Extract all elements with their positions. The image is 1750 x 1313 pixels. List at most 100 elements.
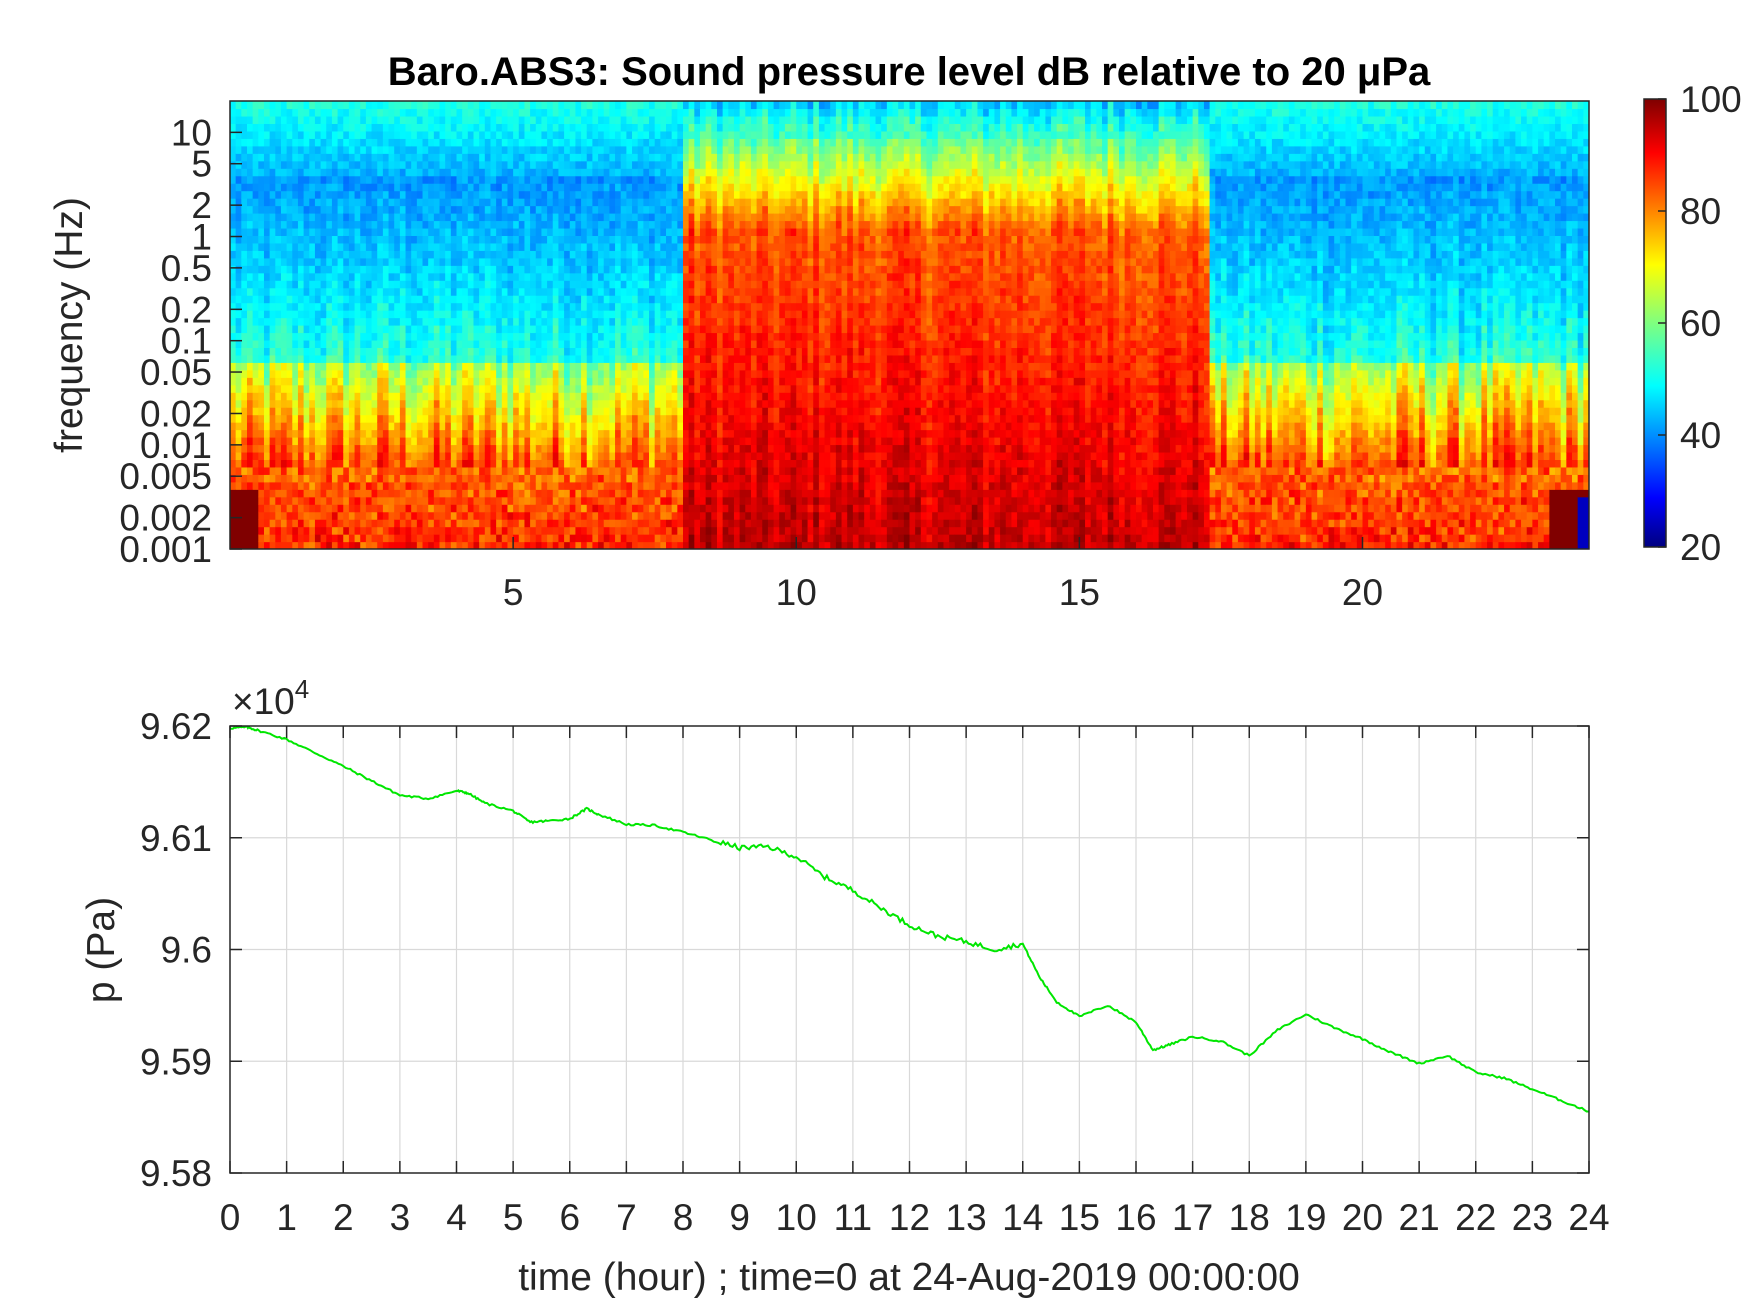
heatmap-cell: [286, 183, 293, 192]
heatmap-cell: [303, 422, 310, 431]
heatmap-cell: [598, 511, 605, 520]
heatmap-cell: [501, 414, 509, 423]
heatmap-cell: [241, 429, 248, 438]
heatmap-cell: [399, 369, 407, 378]
heatmap-cell: [433, 534, 441, 543]
heatmap-cell: [433, 339, 441, 348]
heatmap-cell: [416, 474, 424, 483]
heatmap-cell: [433, 541, 441, 549]
heatmap-cell: [649, 235, 656, 244]
heatmap-cell: [399, 489, 407, 498]
heatmap-cell: [354, 213, 361, 222]
heatmap-cell: [598, 541, 605, 549]
heatmap-cell: [388, 101, 395, 110]
heatmap-cell: [660, 474, 667, 483]
heatmap-cell: [496, 489, 503, 498]
heatmap-cell: [354, 123, 361, 132]
heatmap-cell: [564, 242, 571, 251]
heatmap-cell: [450, 489, 458, 498]
heatmap-cell: [360, 422, 367, 431]
heatmap-cell: [275, 384, 282, 393]
heatmap-cell: [286, 459, 293, 468]
heatmap-cell: [241, 325, 248, 334]
heatmap-cell: [258, 526, 265, 535]
heatmap-cell: [235, 399, 242, 408]
heatmap-cell: [518, 175, 526, 184]
heatmap-cell: [603, 295, 610, 304]
heatmap-cell: [303, 437, 310, 446]
heatmap-cell: [677, 377, 684, 386]
heatmap-cell: [513, 414, 520, 423]
heatmap-cell: [501, 250, 509, 259]
heatmap-cell: [456, 377, 463, 386]
heatmap-cell: [292, 190, 299, 199]
heatmap-cell: [530, 399, 537, 408]
heatmap-cell: [292, 205, 299, 214]
heatmap-cell: [479, 168, 486, 177]
heatmap-cell: [309, 429, 316, 438]
heatmap-cell: [677, 265, 684, 274]
heatmap-cell: [558, 213, 565, 222]
heatmap-cell: [320, 534, 327, 543]
heatmap-cell: [490, 384, 497, 393]
heatmap-cell: [292, 101, 299, 110]
heatmap-cell: [467, 466, 475, 475]
heatmap-cell: [365, 407, 373, 416]
heatmap-cell: [666, 108, 673, 117]
heatmap-cell: [246, 511, 254, 520]
heatmap-cell: [314, 519, 322, 528]
heatmap-cell: [473, 504, 480, 513]
heatmap-cell: [490, 392, 497, 401]
heatmap-cell: [569, 541, 577, 549]
heatmap-cell: [422, 205, 429, 214]
heatmap-cell: [303, 130, 310, 139]
heatmap-cell: [581, 392, 588, 401]
heatmap-cell: [263, 519, 271, 528]
heatmap-cell: [450, 369, 458, 378]
heatmap-cell: [660, 534, 667, 543]
heatmap-cell: [501, 198, 509, 207]
heatmap-cell: [637, 250, 644, 259]
heatmap-cell: [694, 541, 701, 549]
heatmap-cell: [581, 429, 588, 438]
heatmap-cell: [592, 526, 599, 535]
heatmap-cell: [626, 399, 633, 408]
heatmap-cell: [501, 138, 509, 147]
heatmap-cell: [314, 101, 322, 110]
heatmap-cell: [626, 414, 633, 423]
heatmap-cell: [246, 280, 254, 289]
heatmap-cell: [564, 325, 571, 334]
heatmap-cell: [309, 347, 316, 356]
heatmap-cell: [337, 280, 344, 289]
heatmap-cell: [405, 407, 412, 416]
heatmap-cell: [547, 541, 554, 549]
heatmap-cell: [439, 280, 446, 289]
heatmap-cell: [246, 101, 254, 110]
heatmap-cell: [518, 287, 526, 296]
heatmap-cell: [699, 504, 707, 513]
heatmap-cell: [473, 213, 480, 222]
heatmap-cell: [581, 399, 588, 408]
heatmap-cell: [343, 347, 350, 356]
heatmap-cell: [411, 302, 418, 311]
heatmap-cell: [405, 339, 412, 348]
heatmap-cell: [569, 108, 577, 117]
heatmap-cell: [513, 183, 520, 192]
heatmap-cell: [569, 377, 577, 386]
heatmap-cell: [399, 175, 407, 184]
heatmap-cell: [450, 175, 458, 184]
heatmap-cell: [269, 265, 276, 274]
heatmap-cell: [666, 310, 673, 319]
heatmap-cell: [377, 257, 384, 266]
heatmap-cell: [411, 183, 418, 192]
heatmap-cell: [462, 526, 469, 535]
heatmap-cell: [456, 227, 463, 236]
heatmap-cell: [405, 145, 412, 154]
heatmap-cell: [416, 466, 424, 475]
heatmap-cell: [479, 295, 486, 304]
heatmap-cell: [456, 511, 463, 520]
heatmap-cell: [649, 190, 656, 199]
heatmap-cell: [286, 265, 293, 274]
heatmap-cell: [411, 242, 418, 251]
heatmap-cell: [632, 257, 639, 266]
